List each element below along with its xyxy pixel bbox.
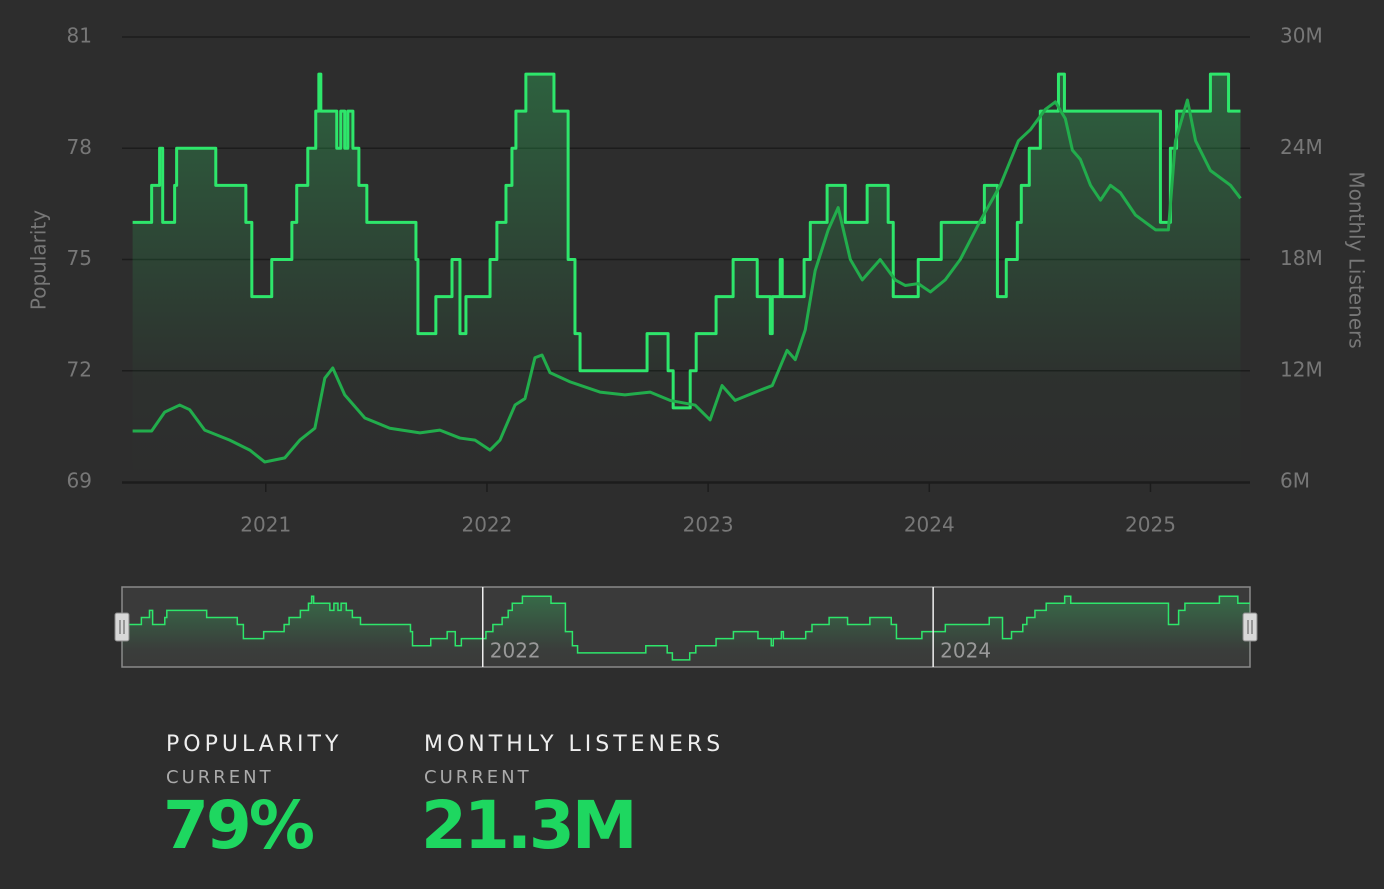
stat-value: 21.3M <box>421 787 635 864</box>
navigator-tick-label: 2024 <box>940 639 991 663</box>
handle-body <box>114 612 130 642</box>
y2-axis-title: Monthly Listeners <box>1345 171 1369 348</box>
x-tick-label: 2023 <box>683 513 734 537</box>
stat-title: MONTHLY LISTENERS <box>424 732 724 757</box>
stat-title: POPULARITY <box>166 732 342 757</box>
y-axis-title: Popularity <box>27 210 51 310</box>
series-line <box>132 98 1242 464</box>
stat-subtitle: CURRENT <box>166 767 274 788</box>
y-tick-label: 72 <box>67 357 92 381</box>
navigator-line <box>122 595 1250 661</box>
navigator-handle[interactable] <box>1242 612 1258 642</box>
x-tick-label: 2025 <box>1125 513 1176 537</box>
y-tick-label: 75 <box>67 246 92 270</box>
handle-body <box>1242 612 1258 642</box>
y-tick-label: 78 <box>67 135 92 159</box>
stat-value: 79% <box>163 787 314 864</box>
y2-tick-label: 12M <box>1280 357 1323 381</box>
y-tick-label: 81 <box>67 24 92 48</box>
y2-tick-label: 18M <box>1280 246 1323 270</box>
area <box>132 74 1241 482</box>
stat-subtitle: CURRENT <box>424 767 532 788</box>
y-tick-label: 69 <box>67 469 92 493</box>
y2-tick-label: 24M <box>1280 135 1323 159</box>
y2-tick-label: 6M <box>1280 469 1310 493</box>
navigator-handle[interactable] <box>114 612 130 642</box>
navigator-tick-label: 2022 <box>490 639 541 663</box>
navigator-area <box>122 596 1250 667</box>
x-tick-label: 2022 <box>461 513 512 537</box>
series-line <box>132 72 1241 410</box>
x-tick-label: 2024 <box>904 513 955 537</box>
x-tick-label: 2021 <box>240 513 291 537</box>
y2-tick-label: 30M <box>1280 24 1323 48</box>
